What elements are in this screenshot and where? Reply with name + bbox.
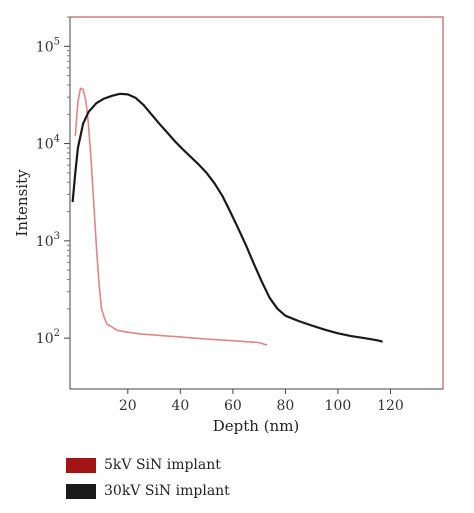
x-axis-title: Depth (nm) [213, 417, 300, 435]
x-tick-label: 40 [171, 398, 189, 414]
legend-item-30kv: 30kV SiN implant [66, 478, 230, 504]
legend-item-5kv: 5kV SiN implant [66, 452, 230, 478]
y-tick-label: 105 [36, 36, 60, 55]
legend-label-5kv: 5kV SiN implant [104, 457, 221, 473]
y-tick-label: 102 [36, 328, 60, 347]
x-tick-label: 80 [276, 398, 294, 414]
legend-swatch-30kv [66, 483, 96, 499]
x-tick-label: 60 [224, 398, 242, 414]
x-tick-label: 120 [377, 398, 404, 414]
series-line-30kv [71, 92, 383, 343]
legend-label-30kv: 30kV SiN implant [104, 483, 230, 499]
series-line-5kv [74, 87, 268, 346]
series-layer [71, 87, 383, 346]
x-tick-layer: 20 40 60 80 100 120 [119, 389, 404, 414]
y-tick-layer: 102 103 104 105 [36, 16, 70, 347]
x-tick-label: 100 [325, 398, 352, 414]
y-axis-title: Intensity [13, 169, 31, 237]
legend-swatch-5kv [66, 457, 96, 473]
y-tick-label: 104 [36, 134, 60, 153]
plot-frame [69, 16, 444, 390]
x-tick-label: 20 [119, 398, 137, 414]
y-tick-label: 103 [36, 231, 60, 250]
legend: 5kV SiN implant 30kV SiN implant [66, 452, 230, 504]
